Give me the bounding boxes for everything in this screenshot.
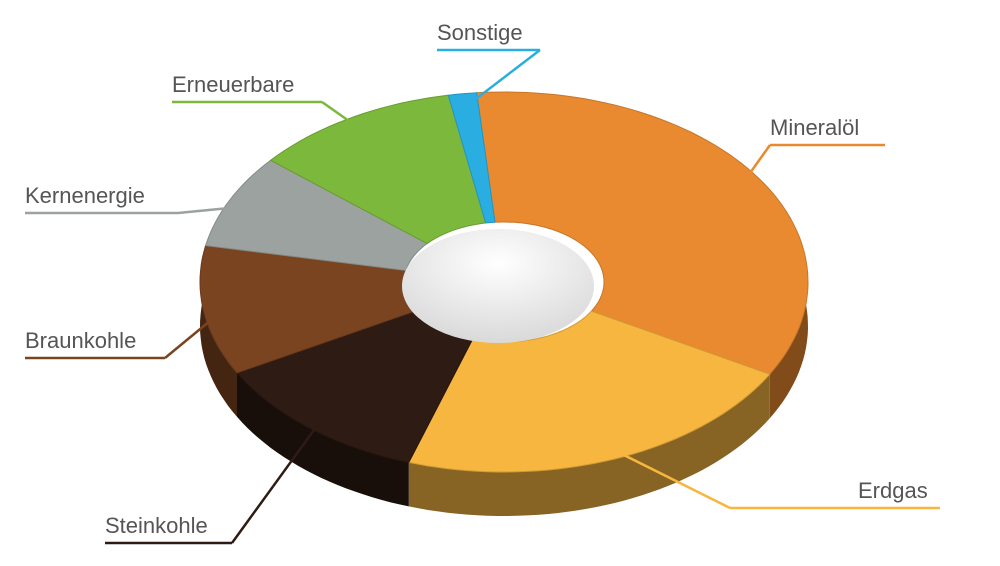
slice-label: Kernenergie: [25, 183, 145, 208]
slice: [447, 92, 496, 224]
slice-label: Braunkohle: [25, 328, 136, 353]
leader-line: [321, 100, 362, 131]
leader-line: [606, 445, 731, 510]
leader-line: [164, 307, 226, 359]
slice-label: Steinkohle: [105, 513, 208, 538]
slice-label: Sonstige: [437, 20, 523, 45]
slice-label: Mineralöl: [770, 115, 859, 140]
slice-side: [200, 245, 237, 417]
leader-line: [230, 416, 324, 544]
slice-label: Erneuerbare: [172, 72, 294, 97]
leader-line: [739, 144, 772, 187]
slice-side: [408, 374, 770, 516]
leader-line: [177, 204, 249, 215]
leader-line: [464, 49, 541, 108]
donut-hole: [402, 229, 594, 343]
slice-label: Erdgas: [858, 478, 928, 503]
slice-side: [237, 372, 409, 507]
